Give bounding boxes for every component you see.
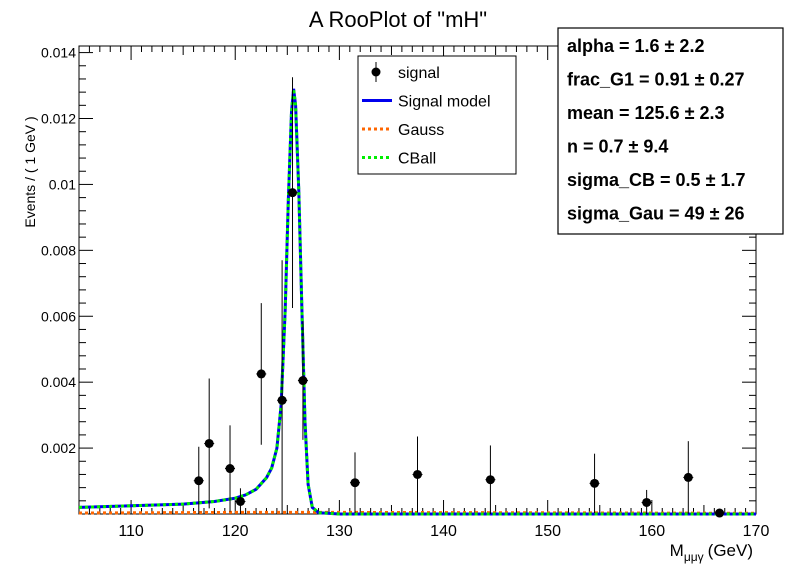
x-tick-label: 160 — [638, 523, 665, 540]
stats-entry: mean = 125.6 ± 2.3 — [567, 103, 724, 123]
y-tick-label: 0.012 — [41, 111, 76, 127]
legend-label: Gauss — [398, 122, 444, 139]
point-marker — [413, 469, 422, 479]
legend: signal Signal model Gauss CBall — [357, 55, 517, 175]
point-marker — [256, 369, 266, 379]
data-point — [714, 508, 725, 518]
data-point — [297, 321, 308, 440]
point-marker — [485, 475, 495, 485]
x-tick-label: 150 — [534, 523, 561, 540]
data-point — [256, 303, 267, 445]
model-curves — [78, 88, 757, 516]
data-point — [485, 445, 496, 514]
stats-entry: alpha = 1.6 ± 2.2 — [567, 36, 704, 56]
point-marker — [298, 376, 308, 386]
x-tick-label: 120 — [222, 523, 249, 540]
data-point — [287, 77, 298, 309]
data-point — [235, 488, 246, 514]
x-axis-label-unit: (GeV) — [708, 541, 753, 560]
x-tick-label: 130 — [326, 523, 353, 540]
data-point — [277, 260, 288, 514]
y-tick-label: 0.008 — [41, 242, 76, 258]
data-point — [641, 489, 652, 514]
data-point — [683, 441, 694, 514]
stats-box-frame — [557, 27, 784, 235]
legend-box — [357, 55, 517, 175]
y-axis-label: Events / ( 1 GeV ) — [22, 116, 38, 227]
point-marker — [225, 464, 235, 474]
point-marker — [235, 496, 245, 506]
stats-entry: sigma_Gau = 49 ± 26 — [567, 204, 744, 224]
legend-symbol — [371, 62, 381, 82]
point-marker — [277, 395, 287, 405]
data-point — [412, 436, 423, 513]
y-tick-label: 0.014 — [41, 45, 76, 61]
stats-entry: n = 0.7 ± 9.4 — [567, 137, 668, 157]
data-point — [193, 446, 204, 514]
stats-entry: frac_G1 = 0.91 ± 0.27 — [567, 70, 745, 90]
data-point — [204, 378, 215, 509]
x-tick-label: 140 — [430, 523, 457, 540]
point-marker — [683, 472, 693, 482]
point-marker — [194, 476, 204, 486]
point-marker — [715, 508, 725, 518]
x-tick-label: 110 — [118, 523, 144, 540]
stats-box: alpha = 1.6 ± 2.2 frac_G1 = 0.91 ± 0.27 me… — [557, 27, 784, 235]
point-marker — [350, 478, 360, 488]
data-point — [225, 425, 236, 512]
point-marker — [642, 497, 652, 507]
y-tick-label: 0.006 — [41, 308, 76, 324]
legend-label: CBall — [398, 151, 436, 168]
y-tick-label: 0.01 — [49, 176, 76, 192]
point-marker — [204, 438, 214, 448]
x-axis-label: Mμμγ (GeV) — [670, 541, 753, 564]
y-tick-label: 0.002 — [41, 440, 76, 456]
x-tick-label: 170 — [743, 523, 770, 540]
legend-marker — [371, 67, 381, 77]
legend-label: signal — [398, 65, 440, 82]
chart-title: A RooPlot of "mH" — [309, 7, 487, 32]
point-marker — [590, 478, 600, 488]
data-point — [589, 453, 600, 514]
x-axis-label-main: M — [670, 541, 684, 560]
data-points — [193, 77, 725, 518]
point-marker — [288, 188, 298, 198]
cball-curve — [78, 88, 756, 516]
data-point — [350, 452, 361, 514]
legend-label: Signal model — [398, 94, 491, 111]
stats-entry: sigma_CB = 0.5 ± 1.7 — [567, 170, 745, 190]
x-axis-label-subscript: μμγ — [684, 550, 704, 564]
y-tick-label: 0.004 — [41, 374, 76, 390]
y-axis: 0.002 0.004 0.006 0.008 0.01 0.012 0.014 — [41, 45, 756, 515]
